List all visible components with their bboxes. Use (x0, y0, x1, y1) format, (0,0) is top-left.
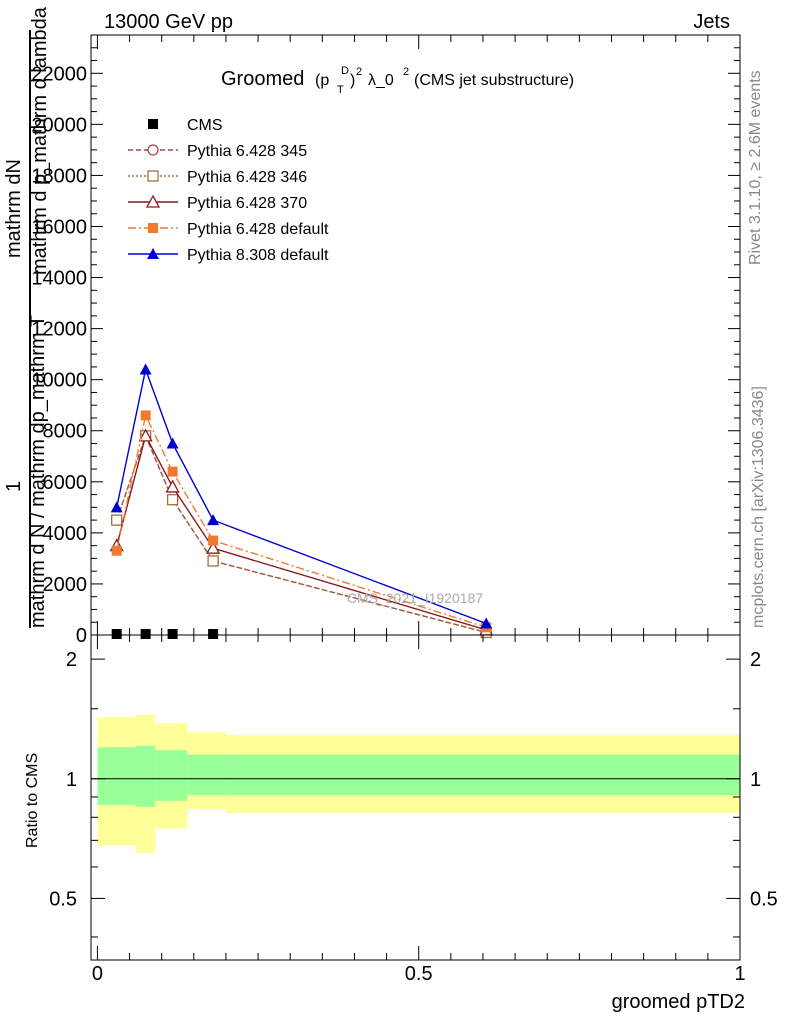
title-sub-t: T (337, 84, 344, 96)
legend-entry: Pythia 6.428 default (128, 221, 329, 238)
data-point (111, 545, 122, 556)
main-axes: 0 2000 4000 6000 8000 10000 12000 14000 16000 180… (31, 34, 741, 647)
data-point (208, 535, 219, 546)
mcplots-label: mcplots.cern.ch [arXiv:1306.3436] (750, 386, 767, 628)
data-point (138, 428, 153, 442)
data-point (480, 617, 493, 629)
data-point (111, 514, 123, 526)
ratio-ylabel: Ratio to CMS (24, 753, 41, 848)
ratio-y-tick-label-left: 2 (66, 649, 77, 671)
title-p: (p (315, 72, 329, 89)
main-y-axis-label: mathrm dN mathrm d p_mathrm d lambda 1 m… (3, 6, 51, 628)
rivet-label: Rivet 3.1.10, ≥ 2.6M events (747, 70, 764, 265)
series-6 (110, 363, 493, 629)
title-rest: (CMS jet substructure) (414, 72, 574, 89)
legend-entry: Pythia 8.308 default (128, 247, 329, 264)
main-y-tick-label: 4000 (43, 523, 88, 545)
main-y-tick-label: 18000 (31, 165, 87, 187)
ylabel-one: 1 (3, 481, 25, 492)
series-line (116, 413, 487, 629)
data-point (167, 466, 178, 477)
title-sup-2b: 2 (403, 66, 409, 78)
legend-entry: Pythia 6.428 346 (128, 169, 307, 186)
legend-label: Pythia 8.308 default (187, 247, 329, 264)
x-axis-label: groomed pTD2 (612, 991, 745, 1013)
x-tick-label: 0 (92, 963, 103, 985)
main-y-tick-label: 2000 (43, 574, 88, 596)
legend: CMS Pythia 6.428 345 Pythia 6.428 346 Pythi… (128, 117, 329, 264)
main-y-tick-label: 12000 (31, 319, 87, 341)
ratio-band-inner (155, 750, 188, 801)
main-title: Groomed (p D T ) 2 λ_0 2 (CMS jet substr… (221, 65, 574, 96)
main-y-tick-label: 14000 (31, 268, 87, 290)
legend-label: Pythia 6.428 345 (187, 143, 307, 160)
legend-marker (147, 248, 159, 259)
title-sup-d: D (341, 65, 349, 77)
data-point (110, 501, 123, 513)
main-y-tick-label: 8000 (43, 421, 88, 443)
data-point (166, 494, 179, 506)
ratio-band-inner (225, 754, 740, 796)
series-1 (111, 629, 219, 639)
watermark: CMS_2021_I1920187 (347, 590, 483, 606)
ylabel-numerator-2: mathrm d p_mathrm d lambda (29, 6, 51, 275)
data-point (167, 629, 178, 639)
legend-label: Pythia 6.428 default (187, 221, 329, 238)
ratio-band-inner (187, 754, 226, 796)
ratio-bands (97, 714, 740, 854)
ratio-y-tick-label-right: 2 (750, 649, 761, 671)
data-point (111, 629, 122, 639)
ratio-y-tick-label-right: 0.5 (750, 888, 778, 910)
title-groomed: Groomed (221, 68, 304, 90)
series-line (116, 433, 487, 634)
main-y-tick-label: 10000 (31, 370, 87, 392)
ratio-frame (90, 634, 741, 961)
data-point (139, 363, 152, 375)
legend-label: CMS (187, 117, 223, 134)
legend-entry: Pythia 6.428 345 (128, 143, 307, 160)
data-point (208, 629, 219, 639)
ratio-y-tick-label-left: 0.5 (49, 888, 77, 910)
legend-entry: CMS (148, 117, 223, 134)
legend-marker (147, 170, 159, 182)
data-point (165, 479, 180, 493)
main-y-tick-label: 20000 (31, 114, 87, 136)
title-sup-2: 2 (356, 66, 362, 78)
data-point (140, 410, 151, 421)
main-y-tick-label: 6000 (43, 472, 88, 494)
x-tick-label: 1 (734, 963, 745, 985)
ratio-band-inner (135, 745, 156, 807)
series-line (116, 433, 487, 634)
legend-label: Pythia 6.428 346 (187, 169, 307, 186)
header-left: 13000 GeV pp (104, 11, 233, 33)
main-y-tick-label: 22000 (31, 63, 87, 85)
data-point (207, 514, 220, 526)
legend-marker (148, 119, 158, 129)
legend-marker (147, 144, 159, 156)
legend-marker (148, 223, 158, 233)
legend-marker (145, 194, 161, 208)
header-right: Jets (693, 11, 730, 33)
ratio-band-inner (97, 747, 136, 805)
title-lambda: λ_0 (368, 72, 394, 89)
data-point (205, 540, 221, 554)
ratio-y-tick-label-left: 1 (66, 769, 77, 791)
legend-entry: Pythia 6.428 370 (128, 194, 307, 212)
ylabel-denominator: mathrm d N / mathrm dp_mathrm T (27, 315, 49, 628)
ratio-y-tick-label-right: 1 (750, 769, 761, 791)
main-series (109, 363, 494, 639)
main-y-tick-label: 16000 (31, 216, 87, 238)
main-y-tick-label: 0 (76, 625, 87, 647)
data-point (166, 437, 179, 449)
ylabel-numerator: mathrm dN (3, 159, 25, 258)
data-point (207, 555, 219, 567)
title-close: ) (350, 72, 355, 89)
x-tick-label: 0.5 (405, 963, 433, 985)
legend-label: Pythia 6.428 370 (187, 195, 307, 212)
data-point (140, 629, 151, 639)
ratio-axes: 0.5 0.5 1 1 2 2 0 0.5 1 (49, 635, 778, 985)
